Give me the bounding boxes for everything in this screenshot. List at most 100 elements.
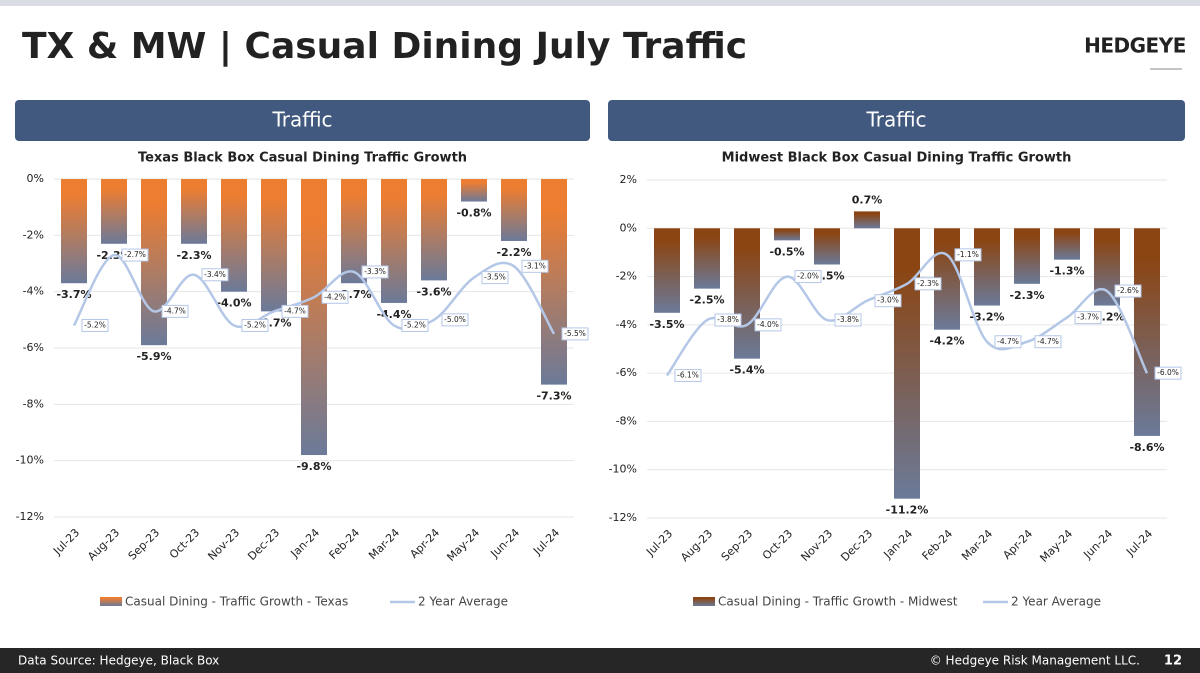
legend-label: 2 Year Average: [418, 595, 508, 609]
x-tick-label: Dec-23: [245, 526, 282, 563]
panel-header: [15, 100, 590, 141]
x-tick-label: Jan-24: [881, 527, 916, 562]
line-value-label: -1.1%: [957, 250, 979, 259]
legend-label: Casual Dining - Traffic Growth - Midwest: [718, 595, 958, 609]
panel-header-text: Traffic: [865, 108, 926, 132]
x-tick-label: Oct-23: [760, 527, 795, 562]
line-value-label: -5.0%: [444, 315, 466, 324]
y-tick-label: -12%: [609, 511, 637, 524]
bar-value-label: -11.2%: [886, 504, 929, 517]
line-value-label: -5.5%: [564, 329, 586, 338]
bar-value-label: -3.2%: [969, 311, 1004, 324]
chart-title: Texas Black Box Casual Dining Traffic Gr…: [138, 151, 467, 166]
x-tick-label: May-24: [1037, 527, 1075, 565]
x-tick-label: Dec-23: [838, 527, 875, 564]
line-value-label: -4.7%: [284, 306, 306, 315]
x-tick-label: Nov-23: [798, 527, 835, 564]
average-line: [72, 253, 556, 335]
bar: [974, 228, 1000, 306]
bar: [694, 228, 720, 289]
x-tick-label: Aug-23: [85, 526, 122, 563]
y-tick-label: -12%: [16, 510, 44, 523]
brand: HEDGEYE: [1084, 34, 1186, 58]
line-value-label: -3.7%: [1077, 313, 1099, 322]
line-label-box: [201, 268, 229, 282]
x-tick-label: Jul-24: [1123, 527, 1155, 559]
bar: [381, 179, 407, 303]
line-label-box: [914, 277, 942, 291]
line-value-label: -2.3%: [917, 279, 939, 288]
legend-label: 2 Year Average: [1011, 595, 1101, 609]
line-label-box: [994, 335, 1022, 349]
page-number: 12: [1164, 654, 1182, 669]
x-tick-label: Oct-23: [167, 526, 202, 561]
line-label-box: [161, 304, 189, 318]
bar: [854, 211, 880, 229]
x-tick-label: Sep-23: [126, 526, 163, 563]
bar: [261, 179, 287, 312]
x-tick-label: Sep-23: [719, 527, 756, 564]
legend-swatch: [693, 597, 715, 606]
y-tick-label: -6%: [616, 366, 637, 379]
bar-value-label: -0.8%: [456, 207, 491, 220]
line-label-box: [521, 259, 549, 273]
bar-value-label: -2.2%: [496, 246, 531, 259]
bar-value-label: -9.8%: [296, 460, 331, 473]
line-label-box: [794, 270, 822, 284]
footer-bar: [0, 648, 1200, 673]
line-label-box: [874, 294, 902, 308]
x-tick-label: Nov-23: [205, 526, 242, 563]
line-label-box: [401, 318, 429, 332]
line-label-box: [481, 271, 509, 285]
x-tick-label: Feb-24: [327, 526, 363, 562]
line-value-label: -5.2%: [84, 320, 106, 329]
bar: [501, 179, 527, 241]
line-value-label: -4.7%: [997, 337, 1019, 346]
legend-swatch: [100, 597, 122, 606]
line-value-label: -3.5%: [484, 273, 506, 282]
line-value-label: -3.0%: [877, 296, 899, 305]
bar: [1014, 228, 1040, 284]
line-value-label: -3.3%: [364, 267, 386, 276]
y-tick-label: -2%: [616, 270, 637, 283]
line-label-box: [361, 265, 389, 279]
bar: [61, 179, 87, 284]
footer-copyright: © Hedgeye Risk Management LLC.: [930, 654, 1140, 668]
line-label-box: [754, 318, 782, 332]
average-line: [665, 251, 1149, 377]
x-tick-label: Aug-23: [678, 527, 715, 564]
bar-value-label: -0.5%: [769, 245, 804, 258]
line-label-box: [561, 327, 589, 341]
line-value-label: -3.8%: [837, 315, 859, 324]
x-tick-label: Jun-24: [487, 526, 522, 561]
bar-value-label: -3.6%: [416, 285, 451, 298]
x-tick-label: Jun-24: [1080, 527, 1115, 562]
x-tick-label: Feb-24: [920, 527, 956, 563]
line-value-label: -4.0%: [757, 320, 779, 329]
bar-value-label: -3.7%: [56, 288, 91, 301]
x-tick-label: Jul-24: [530, 526, 562, 558]
bar: [1054, 228, 1080, 260]
bar: [734, 228, 760, 359]
line-value-label: -4.7%: [164, 306, 186, 315]
y-tick-label: -2%: [23, 228, 44, 241]
x-tick-label: Mar-24: [366, 526, 402, 562]
line-label-box: [714, 313, 742, 327]
line-label-box: [674, 369, 702, 383]
y-tick-label: -10%: [16, 454, 44, 467]
bar-value-label: 0.7%: [852, 193, 883, 206]
line-label-box: [1154, 366, 1182, 380]
bar: [894, 228, 920, 499]
line-value-label: -3.1%: [524, 261, 546, 270]
bar: [461, 179, 487, 202]
line-label-box: [121, 248, 149, 262]
slide-title: TX & MW | Casual Dining July Traffic: [22, 26, 747, 67]
line-value-label: -4.7%: [1037, 337, 1059, 346]
bar: [421, 179, 447, 281]
x-tick-label: May-24: [444, 526, 482, 564]
bar: [141, 179, 167, 346]
line-label-box: [241, 318, 269, 332]
line-value-label: -5.2%: [404, 320, 426, 329]
bar: [774, 228, 800, 241]
